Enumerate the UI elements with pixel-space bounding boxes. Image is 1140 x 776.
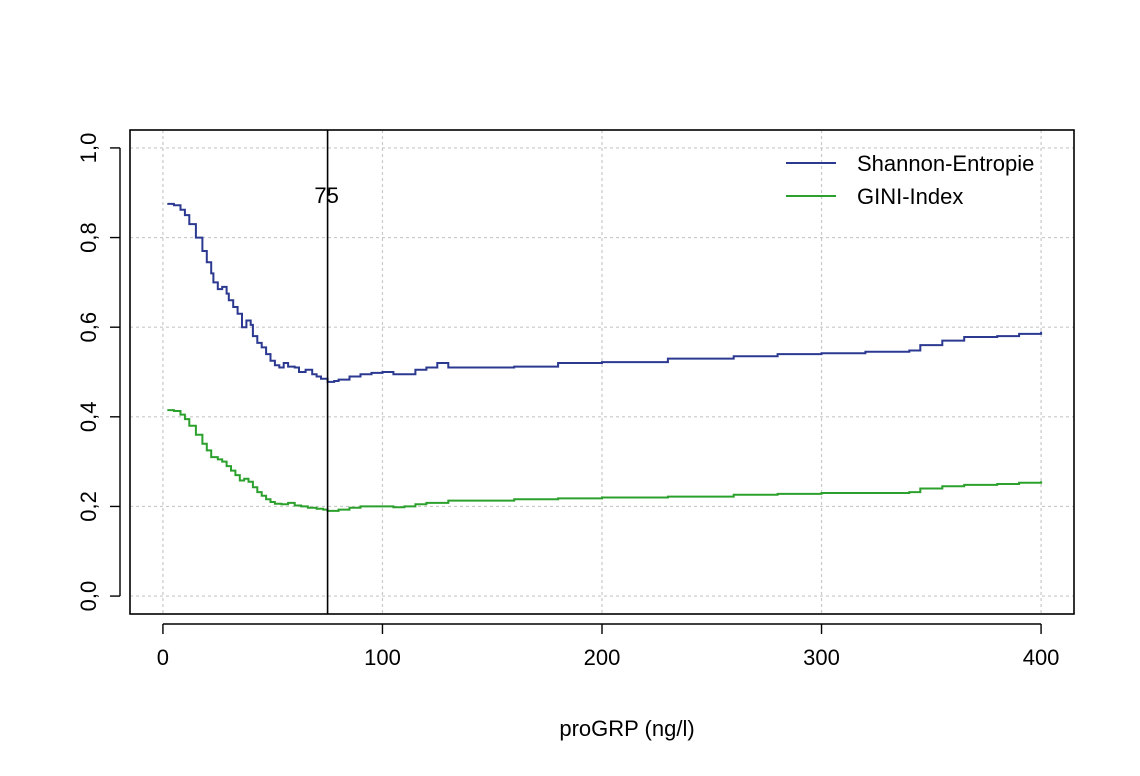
x-tick-label: 200 — [584, 645, 621, 670]
legend-label-1: Shannon-Entropie — [857, 151, 1034, 176]
y-tick-label: 0,8 — [76, 222, 101, 253]
x-tick-label: 400 — [1023, 645, 1060, 670]
x-tick-label: 300 — [803, 645, 840, 670]
threshold-label: 75 — [314, 183, 338, 208]
y-axis: 0,0 0,2 0,4 0,6 0,8 1,0 — [76, 133, 121, 612]
y-tick-label: 0,2 — [76, 491, 101, 522]
legend: Shannon-Entropie GINI-Index — [786, 151, 1034, 209]
x-axis-title: proGRP (ng/l) — [559, 716, 694, 741]
plot-frame — [129, 129, 1075, 615]
legend-label-2: GINI-Index — [857, 184, 963, 209]
y-tick-label: 1,0 — [76, 133, 101, 164]
grid-lines — [130, 130, 1074, 614]
y-tick-label: 0,6 — [76, 312, 101, 343]
x-tick-label: 0 — [157, 645, 169, 670]
x-axis: 0 100 200 300 400 — [157, 623, 1060, 670]
series-lines — [167, 202, 1043, 512]
y-tick-label: 0,4 — [76, 402, 101, 433]
series-line-2 — [167, 409, 1043, 512]
x-tick-label: 100 — [364, 645, 401, 670]
y-tick-label: 0,0 — [76, 581, 101, 612]
series-line-1 — [167, 202, 1043, 383]
